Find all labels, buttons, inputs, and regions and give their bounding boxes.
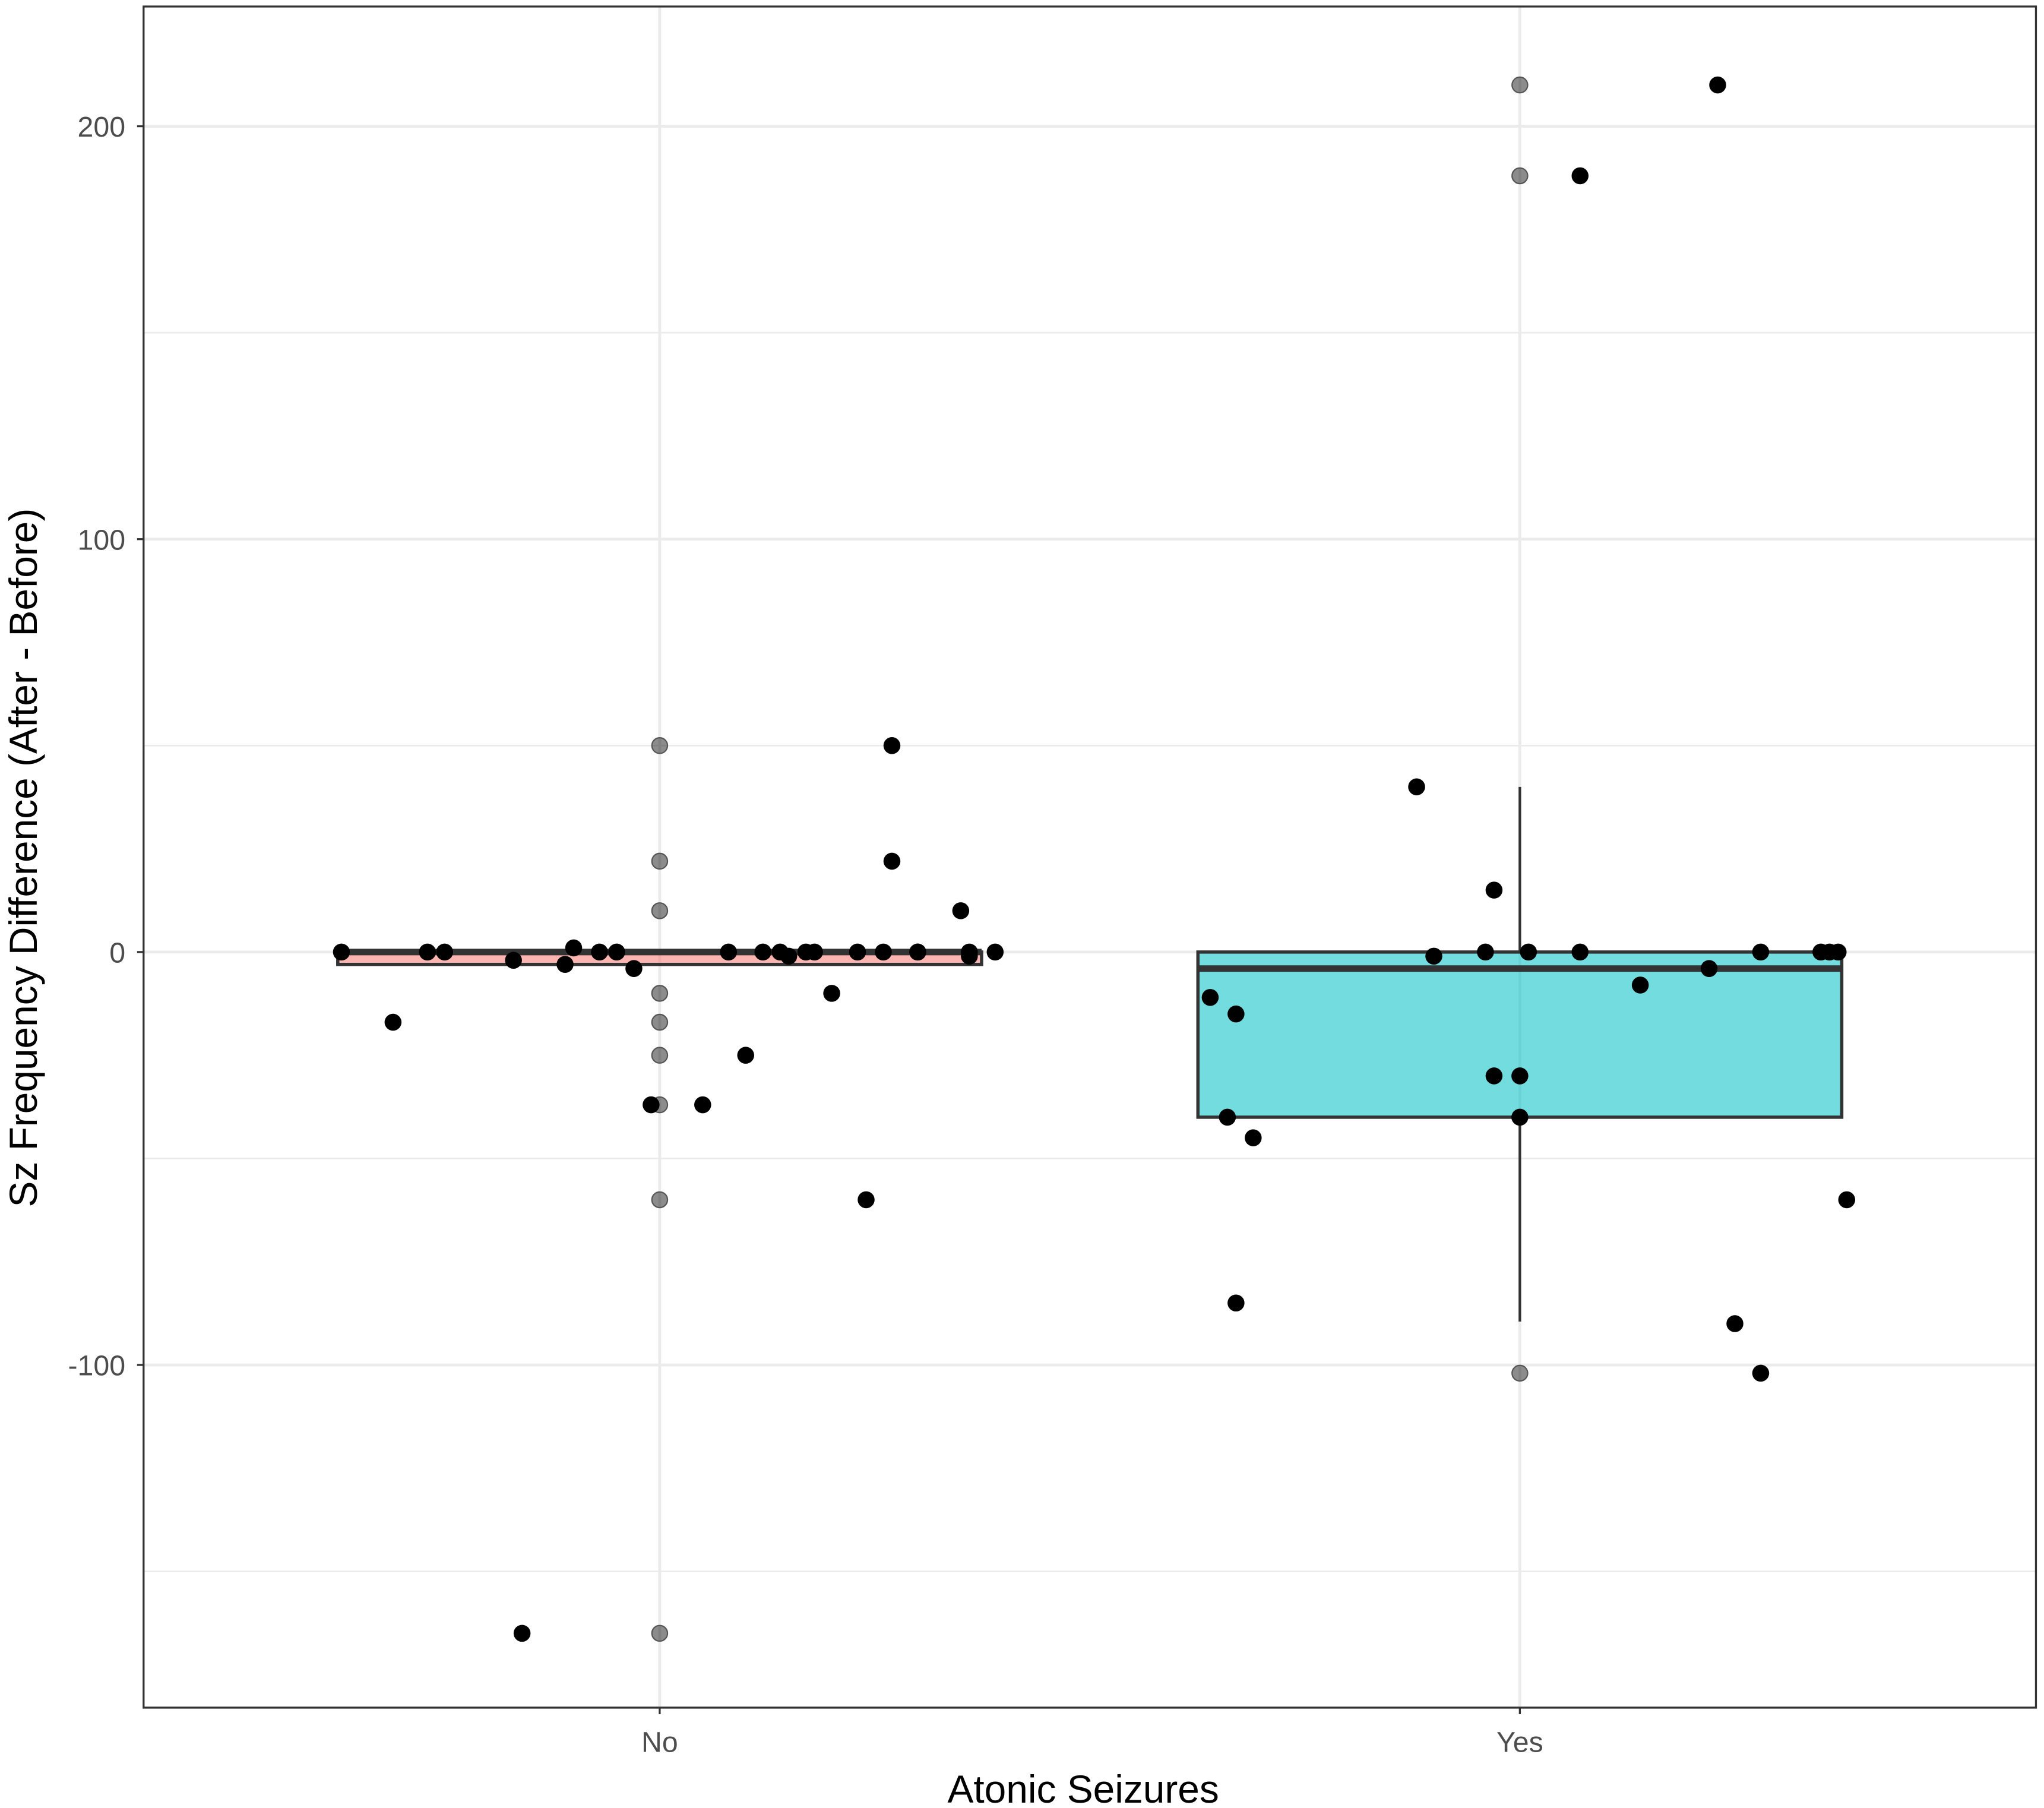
data-point	[436, 943, 454, 961]
data-point	[1726, 1315, 1744, 1332]
data-point	[1520, 943, 1537, 961]
data-point	[419, 943, 436, 961]
data-point	[875, 943, 892, 961]
data-point	[1700, 960, 1718, 977]
data-point	[1485, 1067, 1503, 1085]
outlier-point	[651, 902, 669, 919]
data-point	[961, 947, 978, 965]
data-point	[1752, 1364, 1770, 1382]
data-point	[952, 902, 970, 919]
data-point	[333, 943, 350, 961]
data-point	[608, 943, 625, 961]
data-point	[591, 943, 608, 961]
outlier-point	[651, 1191, 669, 1209]
data-point	[1408, 778, 1425, 796]
x-axis: No Yes	[641, 1708, 1543, 1759]
boxes	[336, 786, 1844, 1322]
y-tick-label: 100	[78, 524, 126, 556]
data-point	[1245, 1129, 1262, 1146]
y-axis: -100 0 100 200	[68, 111, 144, 1382]
data-point	[643, 1096, 660, 1114]
data-point	[1425, 947, 1442, 965]
outlier-point	[1511, 76, 1529, 94]
outlier-point	[1511, 167, 1529, 185]
plot-panel-border	[143, 5, 2037, 1709]
data-point	[1830, 943, 1847, 961]
data-point	[986, 943, 1004, 961]
data-point	[1477, 943, 1494, 961]
data-point	[754, 943, 771, 961]
data-point	[1485, 881, 1503, 899]
data-point	[556, 956, 574, 973]
data-point	[1227, 1294, 1245, 1312]
plot-panel-background	[143, 6, 2036, 1708]
outlier-point	[651, 1013, 669, 1031]
y-axis-title: Sz Frequency Difference (After - Before)	[1, 508, 45, 1208]
data-point	[806, 943, 823, 961]
data-point	[1511, 1108, 1529, 1126]
y-tick-label: 200	[78, 111, 126, 143]
data-point	[1571, 943, 1589, 961]
data-point	[883, 737, 901, 754]
outlier-point	[651, 852, 669, 870]
data-point	[909, 943, 926, 961]
y-tick-label: 0	[109, 937, 125, 969]
x-axis-title: Atonic Seizures	[947, 1767, 1219, 1808]
data-point	[1201, 989, 1219, 1006]
data-point	[1838, 1191, 1856, 1209]
outliers	[651, 76, 1529, 1642]
outlier-point	[1511, 1364, 1529, 1382]
outlier-point	[651, 1624, 669, 1642]
x-tick-label: Yes	[1496, 1727, 1543, 1759]
x-tick-label: No	[641, 1727, 678, 1759]
data-point	[1227, 1005, 1245, 1023]
data-point	[505, 952, 522, 969]
data-point	[513, 1624, 531, 1642]
outlier-point	[651, 1047, 669, 1064]
data-point	[1511, 1067, 1529, 1085]
data-point	[780, 947, 798, 965]
data-point	[1219, 1108, 1236, 1126]
data-point	[858, 1191, 875, 1209]
y-tick-label: -100	[68, 1350, 125, 1382]
outlier-point	[651, 737, 669, 754]
data-point	[1752, 943, 1770, 961]
data-point	[849, 943, 866, 961]
outlier-point	[651, 985, 669, 1002]
data-point	[823, 985, 840, 1002]
box-yes	[1196, 950, 1844, 1119]
data-point	[1571, 167, 1589, 185]
jitter-points	[333, 76, 1856, 1642]
data-point	[1631, 976, 1649, 994]
data-point	[625, 960, 643, 977]
data-point	[694, 1096, 711, 1114]
data-point	[737, 1047, 754, 1064]
data-point	[720, 943, 738, 961]
data-point	[1709, 76, 1726, 94]
data-point	[565, 939, 583, 957]
data-point	[883, 852, 901, 870]
data-point	[384, 1013, 402, 1031]
